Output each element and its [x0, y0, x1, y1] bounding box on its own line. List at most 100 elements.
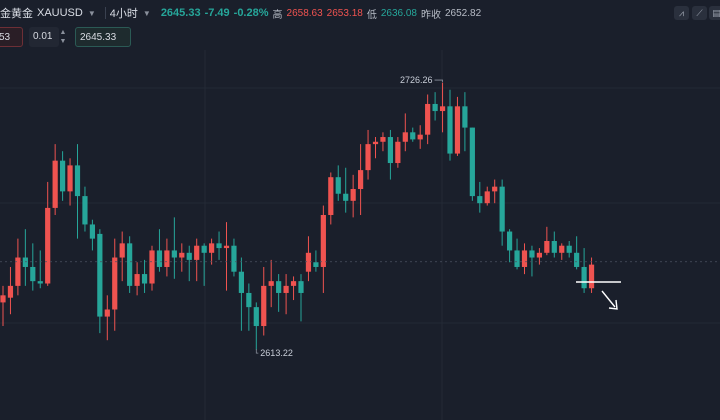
high-price-label: 2726.26 [400, 75, 433, 85]
down-arrow-icon [601, 290, 618, 310]
candle-body [52, 160, 58, 208]
candle-body [22, 257, 28, 267]
candle [343, 167, 349, 213]
candle [477, 181, 483, 213]
candle [559, 243, 565, 260]
candle [328, 172, 334, 225]
timeframe-selector[interactable]: 4小时 [109, 8, 138, 20]
candle [529, 245, 535, 277]
prev-close-value: 2652.82 [444, 7, 482, 19]
candle-body [97, 233, 103, 317]
candle [432, 92, 438, 121]
candle [89, 219, 95, 251]
candle-body [477, 196, 483, 204]
candle-body [417, 134, 423, 140]
candle-body [276, 281, 282, 293]
drawing-tools-icon[interactable]: ⟋ [692, 6, 707, 20]
candle-body [588, 264, 595, 289]
symbol-header-bar: 金黄金 XAUUSD ▼ 4小时 ▼ 2645.33 -7.49 -0.28% … [0, 0, 720, 26]
candle [149, 245, 155, 291]
candle [469, 127, 475, 201]
candle [410, 127, 416, 142]
candle [395, 137, 401, 168]
chart-grid [0, 50, 720, 420]
candle-body [425, 103, 431, 135]
candle-body [45, 207, 51, 284]
symbol-dropdown-caret-icon[interactable]: ▼ [87, 8, 96, 18]
candle-body [104, 309, 110, 317]
candle-body [164, 250, 170, 267]
candle [276, 274, 282, 312]
order-bar: 53 0.01 ▲ ▼ 2645.33 [0, 27, 200, 49]
candle-body [551, 240, 557, 253]
candle [492, 179, 498, 204]
chart-settings-icon[interactable]: ▤ [709, 6, 720, 20]
candle-body [179, 252, 185, 258]
lot-size-input[interactable]: 0.01 [29, 27, 59, 47]
high-value: 2658.63 [286, 7, 323, 19]
candle-body [231, 245, 237, 272]
candle [268, 259, 274, 308]
candle [283, 274, 289, 315]
candle [447, 89, 453, 161]
candle-body [484, 191, 490, 204]
low-price-label: 2613.22 [260, 348, 293, 358]
candle-body [559, 245, 565, 253]
candle [290, 276, 297, 301]
high-label: 高 [272, 9, 283, 21]
candle-body [74, 165, 81, 197]
candle-body [216, 243, 222, 249]
candle-body [305, 252, 312, 272]
candles [0, 82, 595, 350]
candle-body [544, 240, 550, 253]
timeframe-dropdown-caret-icon[interactable]: ▼ [142, 8, 151, 18]
buy-button[interactable]: 2645.33 [75, 27, 131, 47]
candle [507, 229, 513, 263]
user-drawing [576, 281, 621, 310]
candle-body [313, 262, 319, 267]
candle-body [283, 285, 289, 293]
candle-body [410, 132, 416, 140]
candle-body [253, 307, 259, 327]
candle-body [209, 243, 215, 253]
candle [164, 238, 170, 277]
candle [179, 243, 185, 272]
second-value: 2653.18 [326, 7, 363, 19]
candle-body [201, 245, 207, 253]
lot-stepper[interactable]: ▲ ▼ [59, 28, 67, 46]
candle [216, 231, 222, 260]
candle-body [119, 243, 125, 258]
candle [60, 151, 66, 201]
candle [365, 129, 371, 180]
candle [581, 248, 587, 293]
candle [358, 144, 364, 215]
candle-body [365, 144, 371, 171]
candle [402, 113, 408, 152]
candle [246, 283, 252, 331]
decrease-icon[interactable]: ▼ [59, 38, 67, 45]
candle [454, 96, 461, 156]
candle-body [37, 281, 43, 284]
indicator-icon[interactable]: ⩘ [674, 6, 689, 20]
candle [209, 238, 215, 265]
candle [67, 158, 73, 206]
candle-body [320, 215, 326, 267]
candle [134, 262, 140, 296]
candle [425, 94, 431, 145]
candle [112, 238, 118, 331]
sell-button[interactable]: 53 [0, 27, 23, 47]
candle [82, 186, 88, 232]
symbol-chinese-name[interactable]: 金黄金 [0, 8, 33, 20]
symbol-code[interactable]: XAUUSD [37, 7, 83, 19]
candle [417, 125, 423, 149]
candle-body [469, 127, 475, 197]
candle-body [499, 186, 505, 232]
candle-body [238, 271, 244, 293]
candle-body [447, 106, 453, 154]
candle [45, 181, 51, 286]
candle-body [89, 224, 95, 239]
candle [320, 205, 326, 293]
increase-icon[interactable]: ▲ [59, 29, 67, 36]
annotations: 2726.26 2613.22 [255, 75, 443, 358]
